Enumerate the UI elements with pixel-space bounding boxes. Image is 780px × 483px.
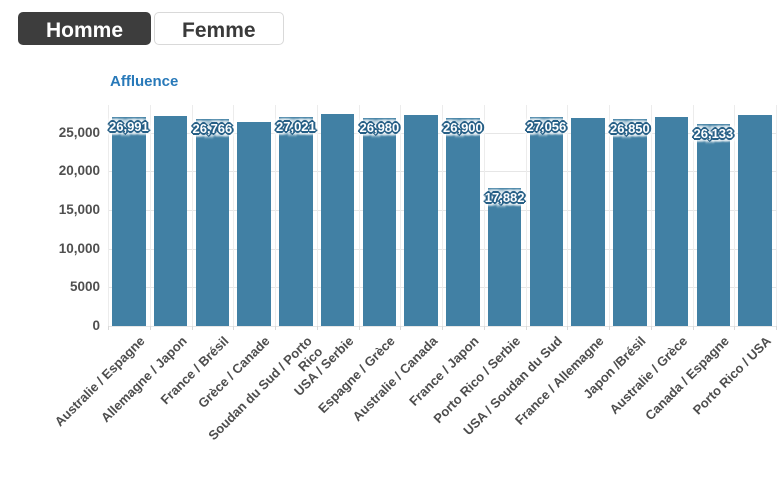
bar[interactable] xyxy=(153,116,188,326)
gridline-vertical xyxy=(149,105,151,326)
tab-homme[interactable]: Homme xyxy=(18,12,152,45)
y-tick-label: 25,000 xyxy=(58,124,100,140)
x-axis-tick xyxy=(233,326,235,330)
gridline-vertical xyxy=(316,105,318,326)
bar-value-label: 26,766 xyxy=(192,121,233,137)
x-axis-tick xyxy=(108,326,109,330)
y-tick-label: 5000 xyxy=(69,279,100,295)
gridline-vertical xyxy=(108,105,109,326)
x-axis-tick xyxy=(650,326,652,330)
x-axis-tick xyxy=(483,326,485,330)
gridline-vertical xyxy=(692,105,694,326)
bar[interactable] xyxy=(195,119,230,326)
x-axis-tick xyxy=(525,326,527,330)
gridline-vertical xyxy=(734,105,736,326)
bar[interactable] xyxy=(112,117,146,326)
bar[interactable] xyxy=(529,116,564,326)
gridline-vertical xyxy=(650,105,652,326)
x-axis-tick xyxy=(567,326,569,330)
gridline-vertical xyxy=(442,105,443,326)
x-axis-tick xyxy=(692,326,694,330)
bar[interactable] xyxy=(487,187,522,326)
bar-value-label: 26,133 xyxy=(693,126,734,142)
bar-value-label: 27,056 xyxy=(526,118,567,134)
bar-value-label: 26,980 xyxy=(359,119,400,135)
x-axis-tick xyxy=(275,326,276,330)
gridline-vertical xyxy=(609,105,610,326)
bar-value-label: 26,900 xyxy=(442,120,483,136)
gridline-vertical xyxy=(233,105,235,326)
bar[interactable] xyxy=(571,118,605,326)
gridline-vertical xyxy=(483,105,485,326)
y-tick-label: 0 xyxy=(92,318,100,333)
bar-value-label: 26,991 xyxy=(108,119,149,135)
bar[interactable] xyxy=(446,118,480,326)
bar[interactable] xyxy=(404,115,438,326)
x-axis-tick xyxy=(776,326,777,330)
bar[interactable] xyxy=(613,118,647,326)
gridline-vertical xyxy=(567,105,569,326)
bar-value-label: 26,850 xyxy=(609,120,650,136)
chart-title: Affluence xyxy=(110,73,179,90)
gridline-vertical xyxy=(400,105,402,326)
x-axis-tick xyxy=(400,326,402,330)
gridline-vertical xyxy=(191,105,193,326)
y-tick-label: 20,000 xyxy=(58,163,100,179)
x-axis-tick xyxy=(191,326,193,330)
bar[interactable] xyxy=(654,117,689,326)
bar[interactable] xyxy=(696,124,731,326)
bar[interactable] xyxy=(738,114,772,326)
gridline-vertical xyxy=(358,105,360,326)
y-tick-label: 15,000 xyxy=(58,202,100,218)
bar[interactable] xyxy=(362,117,397,326)
bar[interactable] xyxy=(279,117,313,326)
x-axis-tick xyxy=(149,326,151,330)
x-axis-tick xyxy=(358,326,360,330)
bar[interactable] xyxy=(237,122,271,326)
gridline-vertical xyxy=(275,105,276,326)
x-axis-tick xyxy=(609,326,610,330)
x-axis-tick xyxy=(442,326,443,330)
x-axis-tick xyxy=(734,326,736,330)
y-tick-label: 10,000 xyxy=(58,240,100,256)
bar[interactable] xyxy=(320,114,355,326)
bar-value-label: 27,021 xyxy=(275,119,316,135)
x-tick-label: Porto Rico / USA xyxy=(689,333,775,418)
bar-value-label: 17,882 xyxy=(484,189,525,205)
tab-femme[interactable]: Femme xyxy=(154,12,284,45)
x-axis-tick xyxy=(316,326,318,330)
gridline-vertical xyxy=(776,105,777,326)
tab-bar: Homme Femme xyxy=(18,12,284,45)
gridline-vertical xyxy=(525,105,527,326)
